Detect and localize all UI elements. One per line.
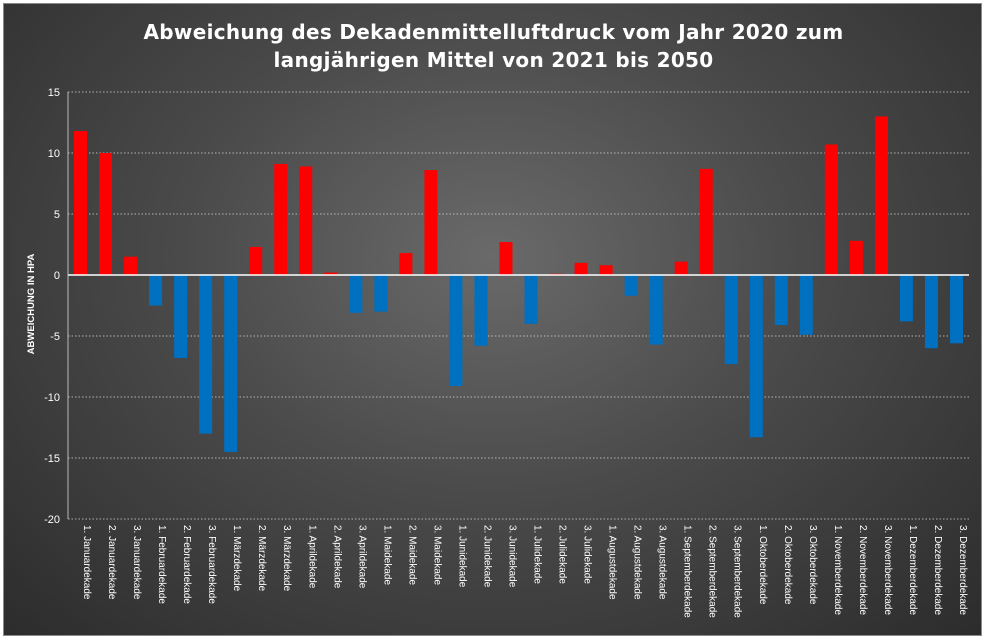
x-tick-label: 1. Märzdekade	[231, 525, 242, 592]
x-tick-label: 3. Augustdekade	[657, 525, 668, 600]
y-tick-label: -15	[44, 453, 60, 465]
x-tick-label: 3. Dezemberdekade	[957, 525, 968, 615]
bar-8	[249, 246, 263, 275]
x-tick-label: 2. Novemberdekade	[857, 525, 868, 615]
bar-24	[649, 275, 663, 345]
x-tick-label: 1. Februardekade	[156, 525, 167, 604]
bar-4	[149, 275, 163, 306]
chart-title-line-2: langjährigen Mittel von 2021 bis 2050	[273, 48, 714, 72]
y-tick-label: 5	[54, 209, 60, 221]
x-tick-label: 3. Junidekade	[506, 525, 517, 588]
bar-19	[524, 275, 538, 324]
y-tick-label: 10	[48, 148, 60, 160]
x-tick-label: 2. Junidekade	[481, 525, 492, 588]
chart-title: Abweichung des Dekadenmittelluftdruck vo…	[4, 18, 983, 74]
bar-27	[724, 275, 738, 365]
bar-12	[349, 275, 363, 313]
x-tick-label: 1. Julidekade	[532, 525, 543, 584]
x-tick-label: 1. Oktoberdekade	[757, 525, 768, 605]
x-tick-label: 1. Novemberdekade	[832, 525, 843, 615]
x-tick-labels: 1. Januardekade 2. Januardekade 3. Januard…	[81, 525, 968, 618]
x-tick-label: 2. Augustdekade	[632, 525, 643, 600]
x-tick-label: 2. Märzdekade	[256, 525, 267, 592]
x-tick-label: 1. Augustdekade	[607, 525, 618, 600]
chart-title-line-1: Abweichung des Dekadenmittelluftdruck vo…	[143, 20, 844, 44]
x-tick-label: 3. Septemberdekade	[732, 525, 743, 618]
bar-33	[874, 116, 888, 276]
y-tick-label: 0	[54, 270, 60, 282]
y-tick-labels: 15 10 5 0 -5 -10 -15 -20	[44, 87, 60, 526]
x-tick-label: 1. Dezemberdekade	[907, 525, 918, 615]
x-tick-label: 2. Dezemberdekade	[932, 525, 943, 615]
y-tick-label: -5	[50, 331, 60, 343]
bar-1	[74, 131, 88, 275]
x-tick-label: 1. Septemberdekade	[682, 525, 693, 618]
bar-14	[399, 253, 413, 275]
bar-36	[949, 275, 963, 344]
bar-31	[824, 144, 838, 275]
bar-11	[324, 272, 338, 275]
x-tick-label: 1. Maidekade	[381, 525, 392, 585]
chart-area: Abweichung des Dekadenmittelluftdruck vo…	[3, 3, 982, 636]
bar-21	[574, 262, 588, 275]
axes	[67, 92, 969, 519]
bar-16	[449, 275, 463, 387]
bar-5	[174, 275, 188, 358]
x-tick-label: 3. Novemberdekade	[882, 525, 893, 615]
x-tick-label: 2. Februardekade	[181, 525, 192, 604]
x-tick-label: 2. Aprildekade	[331, 525, 342, 589]
y-tick-label: 15	[48, 87, 60, 99]
x-tick-label: 2. Julidekade	[557, 525, 568, 584]
bar-15	[424, 170, 438, 275]
bar-25	[674, 261, 688, 275]
bar-9	[274, 163, 288, 275]
x-tick-label: 2. Januardekade	[106, 525, 117, 600]
bar-29	[774, 275, 788, 326]
bar-17	[474, 275, 488, 346]
bar-32	[849, 240, 863, 275]
x-tick-label: 1. Aprildekade	[306, 525, 317, 589]
x-tick-label: 3. Aprildekade	[356, 525, 367, 589]
y-tick-label: -10	[44, 392, 60, 404]
bar-26	[699, 168, 713, 275]
x-tick-label: 2. Septemberdekade	[707, 525, 718, 618]
bar-13	[374, 275, 388, 312]
x-tick-label: 3. Märzdekade	[281, 525, 292, 592]
x-tick-label: 2. Maidekade	[406, 525, 417, 585]
bar-3	[124, 256, 138, 275]
bar-22	[599, 265, 613, 275]
x-tick-label: 3. Januardekade	[131, 525, 142, 600]
bar-6	[199, 275, 213, 434]
x-tick-label: 3. Februardekade	[206, 525, 217, 604]
y-tick-label: -20	[44, 514, 60, 526]
bar-30	[799, 275, 813, 335]
bar-2	[99, 153, 113, 275]
bar-34	[899, 275, 913, 322]
x-tick-label: 2. Oktoberdekade	[782, 525, 793, 605]
x-tick-label: 1. Junidekade	[456, 525, 467, 588]
bars	[74, 116, 963, 452]
x-tick-label: 3. Oktoberdekade	[807, 525, 818, 605]
bar-10	[299, 166, 313, 275]
y-axis-label: ABWEICHUNG IN HPA	[26, 254, 37, 355]
bar-chart: 15 10 5 0 -5 -10 -15 -20 1. Januardekade 2. Janu…	[26, 87, 969, 618]
bar-28	[749, 275, 763, 438]
bar-35	[924, 275, 938, 349]
x-tick-label: 3. Maidekade	[431, 525, 442, 585]
bar-23	[624, 275, 638, 296]
bar-18	[499, 242, 513, 275]
x-tick-label: 3. Julidekade	[582, 525, 593, 584]
x-tick-label: 1. Januardekade	[81, 525, 92, 600]
bar-7	[224, 275, 238, 452]
